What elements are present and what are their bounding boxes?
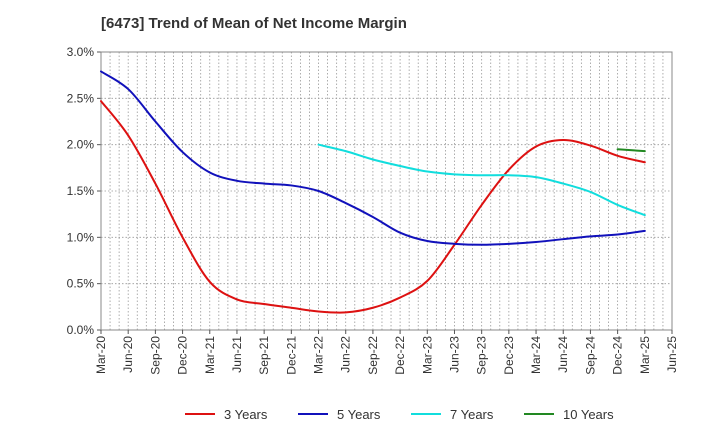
y-tick-label: 0.0% <box>67 323 95 337</box>
x-tick-label: Jun-22 <box>339 336 353 373</box>
y-tick-label: 1.0% <box>67 230 95 244</box>
legend: 3 Years 5 Years 7 Years 10 Years <box>185 407 614 422</box>
y-tick-label: 2.5% <box>67 91 95 105</box>
x-tick-label: Jun-23 <box>447 336 461 373</box>
x-tick-label: Mar-23 <box>420 336 434 374</box>
legend-label-7-years: 7 Years <box>450 407 494 422</box>
x-tick-label: Jun-25 <box>665 336 679 373</box>
grid <box>100 51 673 331</box>
legend-label-3-years: 3 Years <box>224 407 268 422</box>
x-tick-label: Dec-21 <box>284 336 298 375</box>
x-tick-label: Sep-20 <box>148 336 162 375</box>
legend-label-5-years: 5 Years <box>337 407 381 422</box>
x-tick-label: Mar-24 <box>529 336 543 374</box>
tick-layer: 0.0% 0.5% 1.0% 1.5% 2.0% 2.5% 3.0% Mar-20 Jun-20… <box>67 45 679 375</box>
y-tick-label: 0.5% <box>67 277 95 291</box>
x-tick-label: Dec-22 <box>393 336 407 375</box>
x-tick-label: Dec-23 <box>502 336 516 375</box>
series-line-3-years <box>100 100 646 314</box>
x-tick-label: Sep-24 <box>583 336 597 375</box>
plot-border <box>100 51 673 331</box>
x-tick-label: Mar-20 <box>94 336 108 374</box>
x-tick-label: Sep-21 <box>257 336 271 375</box>
y-tick-label: 2.0% <box>67 138 95 152</box>
series-line-10-years <box>616 148 646 153</box>
x-tick-label: Jun-24 <box>556 336 570 373</box>
series-line-5-years <box>100 70 646 246</box>
series-layer <box>100 70 646 314</box>
x-tick-label: Jun-20 <box>121 336 135 373</box>
x-tick-label: Mar-21 <box>203 336 217 374</box>
y-tick-label: 1.5% <box>67 184 95 198</box>
x-tick-label: Dec-24 <box>611 336 625 375</box>
x-tick-label: Jun-21 <box>230 336 244 373</box>
x-tick-label: Sep-22 <box>366 336 380 375</box>
y-tick-label: 3.0% <box>67 45 95 59</box>
x-tick-label: Mar-22 <box>312 336 326 374</box>
axes <box>97 51 673 334</box>
x-tick-label: Dec-20 <box>176 336 190 375</box>
chart-title: [6473] Trend of Mean of Net Income Margi… <box>101 15 407 32</box>
series-line-7-years <box>317 143 646 217</box>
x-tick-label: Mar-25 <box>638 336 652 374</box>
x-tick-label: Sep-23 <box>475 336 489 375</box>
legend-label-10-years: 10 Years <box>563 407 614 422</box>
